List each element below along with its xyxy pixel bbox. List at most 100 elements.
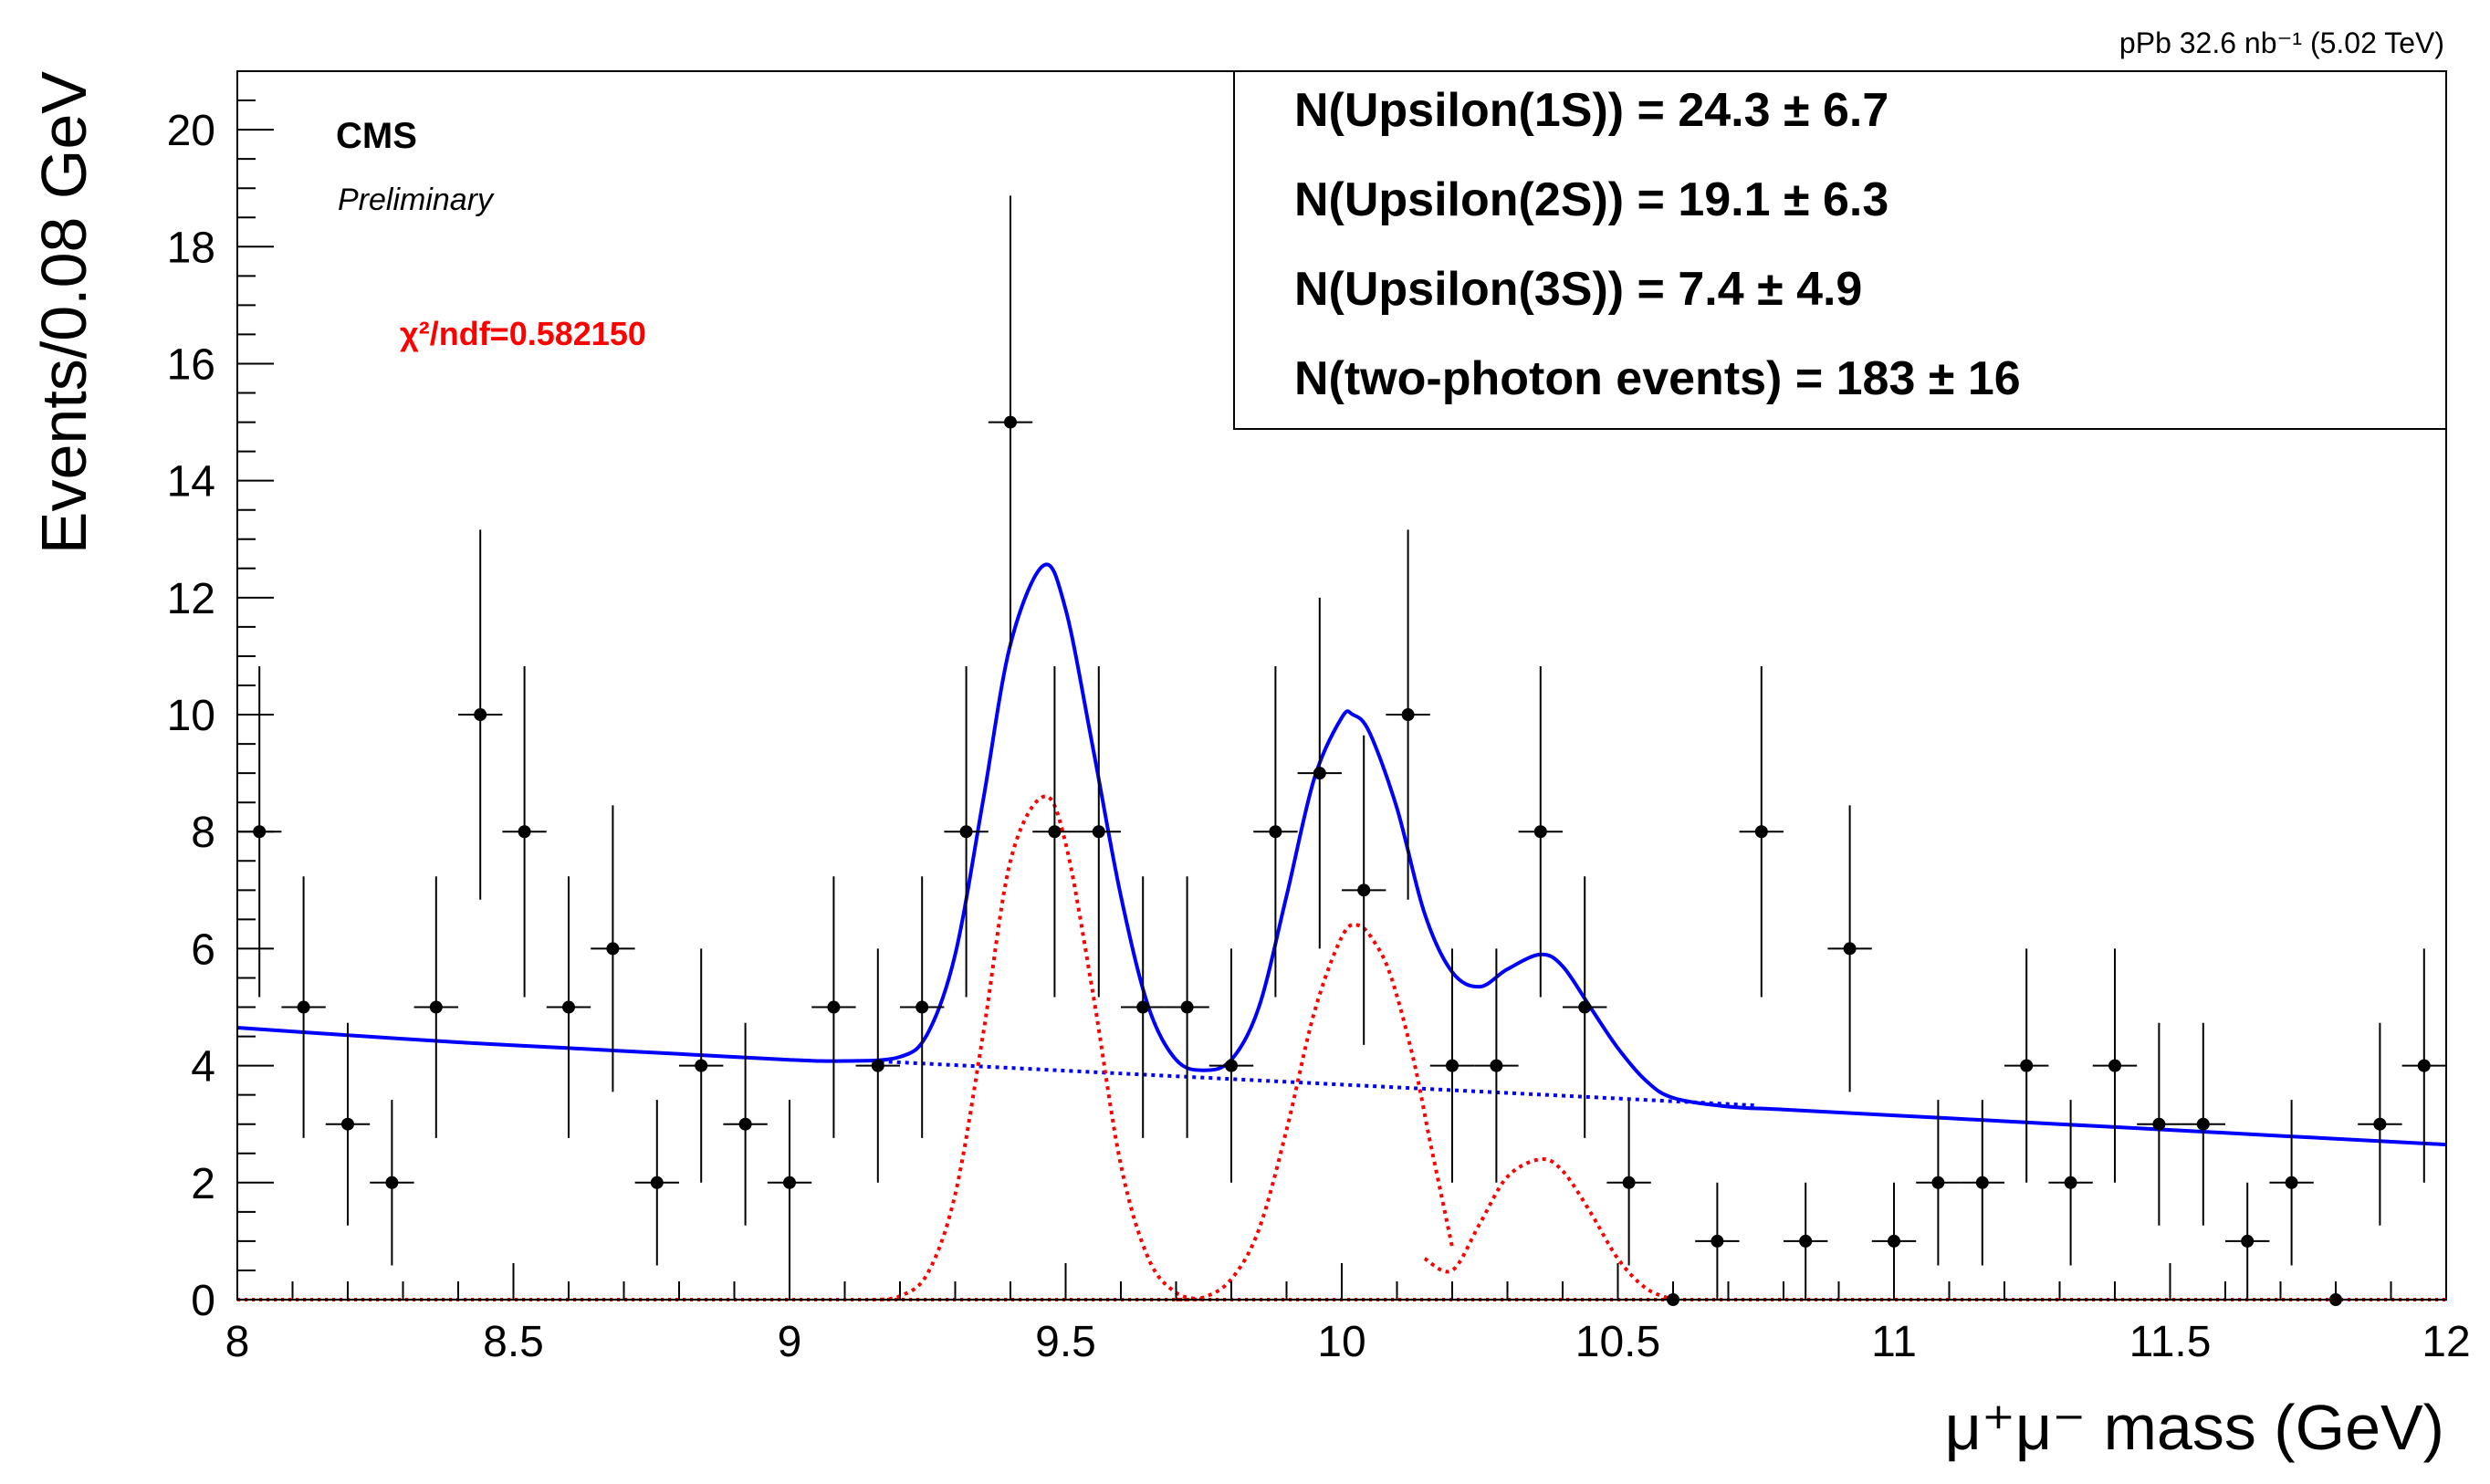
data-marker xyxy=(385,1176,399,1189)
data-marker xyxy=(1225,1059,1238,1072)
x-tick-label: 11 xyxy=(1871,1318,1917,1366)
data-point xyxy=(811,876,856,1138)
data-point xyxy=(900,876,945,1138)
data-marker xyxy=(1313,767,1326,780)
data-marker xyxy=(871,1059,884,1072)
data-point xyxy=(1208,948,1254,1183)
legend-entry: N(two-photon events) = 183 ± 16 xyxy=(1294,352,2021,405)
legend-entry: N(Upsilon(2S)) = 19.1 ± 6.3 xyxy=(1294,173,1888,226)
data-marker xyxy=(650,1176,664,1189)
data-point xyxy=(1076,665,1121,998)
data-marker xyxy=(518,825,531,839)
data-marker xyxy=(1446,1059,1459,1072)
data-point xyxy=(1165,876,1209,1138)
data-point xyxy=(1784,1182,1828,1300)
legend-entry: N(Upsilon(1S)) = 24.3 ± 6.7 xyxy=(1294,84,1888,137)
data-marker xyxy=(695,1059,708,1072)
data-point xyxy=(855,948,900,1183)
luminosity-label: pPb 32.6 nb⁻¹ (5.02 TeV) xyxy=(2119,26,2444,59)
y-tick-label: 12 xyxy=(167,575,215,623)
y-tick-label: 4 xyxy=(191,1043,215,1092)
legend-entry: N(Upsilon(3S)) = 7.4 ± 4.9 xyxy=(1294,263,1862,316)
data-point xyxy=(2181,1022,2225,1226)
data-point xyxy=(1297,597,1342,949)
x-tick-label: 8.5 xyxy=(483,1318,544,1366)
y-tick-label: 20 xyxy=(167,107,215,155)
data-point xyxy=(1474,948,1519,1183)
data-marker xyxy=(2285,1176,2298,1189)
data-marker xyxy=(2417,1059,2431,1072)
data-marker xyxy=(1092,825,1105,839)
data-point xyxy=(281,876,326,1138)
data-point xyxy=(1386,529,1430,900)
data-point xyxy=(2269,1100,2314,1266)
data-point xyxy=(1606,1100,1651,1266)
y-tick-label: 18 xyxy=(167,224,215,272)
data-point xyxy=(1563,876,1607,1138)
data-marker xyxy=(1136,1000,1150,1014)
legend-label: N(Upsilon(2S)) = xyxy=(1294,173,1678,226)
y-tick-label: 10 xyxy=(167,692,215,740)
data-point xyxy=(723,1022,768,1226)
data-point xyxy=(1695,1182,1740,1300)
data-point xyxy=(2004,948,2049,1183)
data-point xyxy=(2048,1100,2093,1266)
data-point xyxy=(1518,665,1563,998)
legend-value: 19.1 xyxy=(1678,173,1784,226)
x-axis-title: μ⁺μ⁻ mass (GeV) xyxy=(1945,1392,2444,1463)
preliminary-label: Preliminary xyxy=(338,183,495,217)
data-point xyxy=(1032,665,1077,998)
data-point xyxy=(1429,948,1475,1183)
data-point xyxy=(1960,1100,2004,1266)
data-point xyxy=(767,1100,812,1266)
data-marker xyxy=(1269,825,1282,839)
data-marker xyxy=(2241,1234,2255,1248)
y-tick-label: 6 xyxy=(191,925,215,974)
data-marker xyxy=(1004,415,1017,429)
data-marker xyxy=(1931,1176,1945,1189)
data-point xyxy=(413,876,458,1138)
data-marker xyxy=(1799,1234,1813,1248)
chi2-label: χ²/ndf=0.582150 xyxy=(400,315,646,352)
x-tick-label: 10.5 xyxy=(1575,1318,1660,1366)
x-tick-label: 11.5 xyxy=(2129,1318,2212,1366)
legend-value: 7.4 xyxy=(1678,263,1757,316)
x-tick-label: 9.5 xyxy=(1035,1318,1096,1366)
data-point xyxy=(325,1022,371,1226)
data-marker xyxy=(1622,1176,1636,1189)
y-tick-label: 2 xyxy=(191,1160,215,1208)
y-tick-label: 14 xyxy=(167,458,215,507)
curve-upsilon-3s- xyxy=(1423,1157,1674,1301)
data-marker xyxy=(2196,1117,2210,1131)
data-marker xyxy=(2108,1059,2121,1072)
data-point xyxy=(1916,1100,1961,1266)
legend-error: ± 6.7 xyxy=(1784,84,1888,137)
data-marker xyxy=(959,825,973,839)
data-marker xyxy=(474,708,487,722)
y-axis-title: Events/0.08 GeV xyxy=(28,71,99,555)
data-marker xyxy=(1490,1059,1503,1072)
data-marker xyxy=(1975,1176,1989,1189)
legend-error: ± 16 xyxy=(1929,352,2021,405)
data-point xyxy=(1121,876,1166,1138)
data-point xyxy=(634,1100,679,1266)
x-tick-label: 8 xyxy=(225,1318,250,1366)
x-tick-label: 12 xyxy=(2422,1318,2470,1366)
data-point xyxy=(2358,1022,2402,1226)
data-point xyxy=(679,948,724,1183)
legend-value: 24.3 xyxy=(1678,84,1784,137)
data-marker xyxy=(606,942,620,956)
data-marker xyxy=(1711,1234,1724,1248)
data-point xyxy=(2137,1022,2181,1226)
data-point xyxy=(1253,665,1298,998)
data-marker xyxy=(1180,1000,1194,1014)
data-marker xyxy=(1357,883,1371,897)
data-point xyxy=(1739,665,1784,998)
data-point xyxy=(1342,735,1386,1045)
legend-error: ± 4.9 xyxy=(1757,263,1862,316)
data-marker xyxy=(2152,1117,2166,1131)
x-tick-label: 10 xyxy=(1317,1318,1365,1366)
data-point xyxy=(988,195,1033,649)
legend-label: N(Upsilon(1S)) = xyxy=(1294,84,1678,137)
data-marker xyxy=(2020,1059,2034,1072)
